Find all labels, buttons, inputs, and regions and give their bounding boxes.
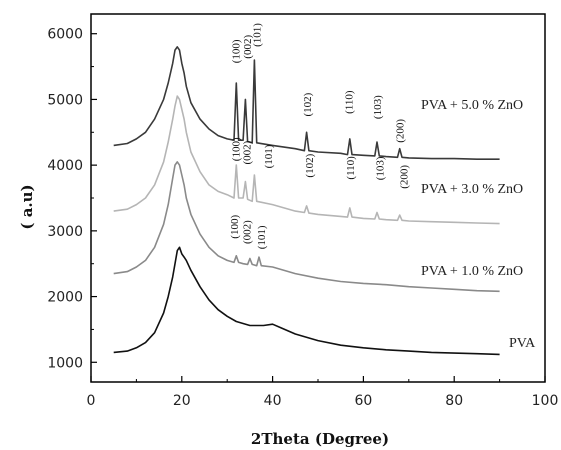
series-line-3 bbox=[113, 46, 500, 160]
y-axis-title: ( a.u) bbox=[18, 184, 36, 229]
series-label-pva-3: PVA + 3.0 % ZnO bbox=[421, 182, 523, 197]
peak-label: (002) bbox=[242, 35, 254, 59]
series-label-pva-1: PVA + 1.0 % ZnO bbox=[421, 264, 523, 279]
peak-label: (103) bbox=[372, 95, 384, 119]
y-tick-label: 5000 bbox=[47, 92, 83, 108]
x-tick-label: 20 bbox=[173, 393, 191, 409]
axis-ticks bbox=[90, 33, 546, 382]
y-tick-label: 4000 bbox=[47, 158, 83, 174]
peak-labels: (100) (002)(101)(102) (110) (103)(200)(100)… bbox=[229, 23, 410, 250]
x-axis-title: 2Theta (Degree) bbox=[251, 430, 389, 448]
y-tick-labels: 1000 2000 3000 4000 5000 6000 bbox=[47, 27, 83, 372]
y-tick-label: 6000 bbox=[47, 27, 83, 43]
series-line-2 bbox=[113, 95, 500, 225]
peak-label: (102) bbox=[304, 153, 316, 177]
peak-label: (100) bbox=[230, 39, 242, 63]
x-tick-label: 40 bbox=[264, 393, 282, 409]
series-label-pva: PVA bbox=[509, 336, 536, 351]
series-line-0 bbox=[113, 246, 500, 356]
x-tick-label: 0 bbox=[87, 393, 96, 409]
peak-label: (110) bbox=[343, 90, 355, 114]
peak-label: (200) bbox=[395, 119, 407, 143]
peak-label: (100) bbox=[229, 215, 241, 239]
peak-label: (200) bbox=[398, 165, 410, 189]
series-lines bbox=[113, 46, 500, 356]
peak-label: (103) bbox=[375, 156, 387, 180]
series-line-1 bbox=[113, 161, 500, 293]
peak-label: (102) bbox=[302, 92, 314, 116]
peak-label: (101) bbox=[251, 23, 263, 47]
y-tick-label: 3000 bbox=[47, 224, 83, 240]
peak-label: (101) bbox=[263, 144, 275, 168]
y-tick-label: 2000 bbox=[47, 290, 83, 306]
x-tick-labels: 0 20 40 60 80 100 bbox=[87, 393, 559, 409]
plot-frame bbox=[90, 13, 546, 383]
series-label-pva-5: PVA + 5.0 % ZnO bbox=[421, 98, 523, 113]
peak-label: (110) bbox=[345, 156, 357, 180]
peak-label: (100) bbox=[230, 137, 242, 161]
peak-label: (002) bbox=[241, 140, 253, 164]
peak-label: (002) bbox=[241, 220, 253, 244]
peak-label: (101) bbox=[256, 225, 268, 249]
x-tick-label: 100 bbox=[532, 393, 559, 409]
y-tick-label: 1000 bbox=[47, 355, 83, 371]
x-tick-label: 80 bbox=[445, 393, 463, 409]
x-tick-label: 60 bbox=[354, 393, 372, 409]
